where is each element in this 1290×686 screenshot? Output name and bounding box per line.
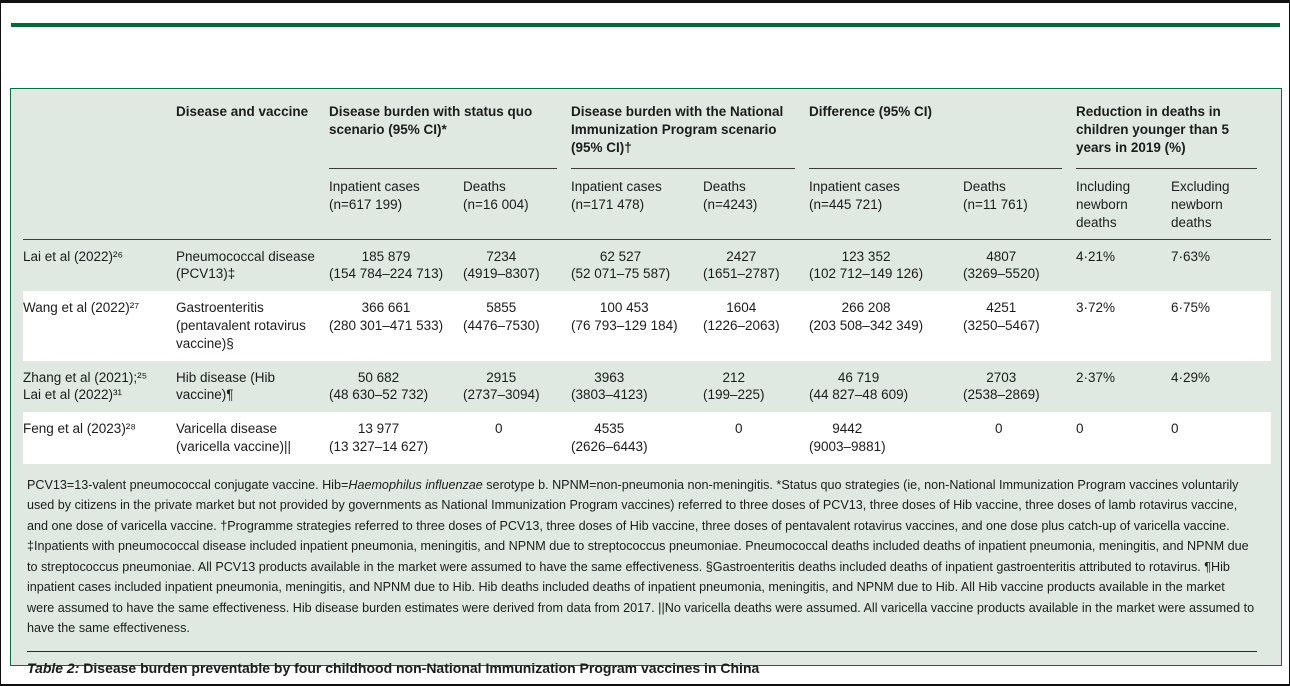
footnote-text: PCV13=13-valent pneumococcal conjugate v… — [27, 477, 349, 492]
disease-cell: Pneumococcal disease (PCV13)‡ — [176, 248, 315, 282]
value-cell: 123 352 (102 712–149 126) — [809, 248, 924, 282]
value-cell: 5855 (4476–7530) — [463, 300, 540, 333]
including-newborn-cell: 0 — [1076, 421, 1084, 437]
value-cell: 4251 (3250–5467) — [963, 300, 1040, 333]
value-cell: 100 453 (76 793–129 184) — [571, 300, 678, 333]
subheader-sq-deaths: Deaths (n=16 004) — [463, 169, 571, 240]
group-header-nip: Disease burden with the National Immuniz… — [571, 89, 809, 169]
study-cell: Feng et al (2023)²⁸ — [23, 421, 137, 437]
value-cell: 2427 (1651–2787) — [703, 248, 780, 282]
table-caption: Table 2: Disease burden preventable by f… — [23, 652, 1271, 686]
table-footnotes: PCV13=13-valent pneumococcal conjugate v… — [23, 464, 1271, 649]
including-newborn-cell: 4·21% — [1076, 248, 1116, 264]
subheader-row: Inpatient cases (n=617 199) Deaths (n=16… — [23, 169, 1272, 240]
study-col-header — [23, 89, 176, 169]
group-header-row: Disease and vaccine Disease burden with … — [23, 89, 1271, 169]
disease-burden-table: Disease and vaccine Disease burden with … — [23, 89, 1272, 464]
value-cell: 7234 (4919–8307) — [463, 248, 540, 282]
top-green-rule — [11, 23, 1280, 27]
value-cell: 2703 (2538–2869) — [963, 369, 1040, 403]
group-header-status-quo: Disease burden with status quo scenario … — [329, 89, 571, 169]
excluding-newborn-cell: 6·75% — [1171, 300, 1211, 316]
value-cell: 1604 (1226–2063) — [703, 300, 780, 333]
excluding-newborn-cell: 4·29% — [1171, 369, 1211, 385]
value-cell: 2915 (2737–3094) — [463, 369, 540, 403]
caption-rule — [27, 650, 1257, 652]
study-cell: Lai et al (2022)²⁶ — [23, 248, 124, 264]
value-cell: 46 719 (44 827–48 609) — [809, 369, 909, 403]
value-cell: 0 — [735, 421, 743, 437]
caption-text: Disease burden preventable by four child… — [79, 659, 760, 676]
value-cell: 62 527 (52 071–75 587) — [571, 248, 671, 282]
value-cell: 3963 (3803–4123) — [571, 369, 648, 403]
value-cell: 0 — [495, 421, 503, 437]
disease-col-header: Disease and vaccine — [176, 104, 309, 119]
table-panel: Disease and vaccine Disease burden with … — [10, 88, 1282, 676]
study-cell: Zhang et al (2021);²⁵ Lai et al (2022)³¹ — [23, 369, 148, 403]
value-cell: 212 (199–225) — [703, 369, 765, 403]
including-newborn-cell: 2·37% — [1076, 369, 1116, 385]
table-row: Feng et al (2023)²⁸ Varicella disease (v… — [23, 412, 1272, 464]
value-cell: 0 — [995, 421, 1003, 437]
value-cell: 13 977 (13 327–14 627) — [329, 421, 429, 454]
value-cell: 4807 (3269–5520) — [963, 248, 1040, 282]
group-header-reduction: Reduction in deaths in children younger … — [1076, 89, 1271, 169]
disease-cell: Gastroenteritis (pentavalent rotavirus v… — [176, 300, 306, 351]
value-cell: 50 682 (48 630–52 732) — [329, 369, 429, 403]
excluding-newborn-cell: 7·63% — [1171, 248, 1211, 264]
table-row: Wang et al (2022)²⁷ Gastroenteritis (pen… — [23, 291, 1272, 361]
including-newborn-cell: 3·72% — [1076, 300, 1116, 316]
value-cell: 185 879 (154 784–224 713) — [329, 248, 444, 282]
subheader-excluding-newborn: Excluding newborn deaths — [1171, 169, 1272, 240]
disease-cell: Varicella disease (varicella vaccine)|| — [176, 421, 292, 454]
value-cell: 266 208 (203 508–342 349) — [809, 300, 924, 333]
subheader-diff-inpatient: Inpatient cases (n=445 721) — [809, 169, 964, 240]
value-cell: 9442 (9003–9881) — [809, 421, 886, 454]
subheader-diff-deaths: Deaths (n=11 761) — [963, 169, 1077, 240]
table-row: Zhang et al (2021);²⁵ Lai et al (2022)³¹… — [23, 361, 1271, 413]
excluding-newborn-cell: 0 — [1171, 421, 1179, 437]
disease-cell: Hib disease (Hib vaccine)¶ — [176, 369, 276, 403]
footnote-italic-species: Haemophilus influenzae — [348, 477, 483, 492]
footnote-text: serotype b. NPNM=non-pneumonia non-menin… — [27, 477, 1255, 636]
caption-label: Table 2: — [27, 659, 80, 676]
study-cell: Wang et al (2022)²⁷ — [23, 300, 140, 316]
subheader-nip-inpatient: Inpatient cases (n=171 478) — [571, 169, 703, 240]
subheader-sq-inpatient: Inpatient cases (n=617 199) — [329, 169, 463, 240]
group-header-difference: Difference (95% CI) — [809, 89, 1076, 169]
value-cell: 4535 (2626–6443) — [571, 421, 648, 454]
value-cell: 366 661 (280 301–471 533) — [329, 300, 444, 333]
subheader-including-newborn: Including newborn deaths — [1076, 169, 1172, 240]
subheader-nip-deaths: Deaths (n=4243) — [703, 169, 810, 240]
table-row: Lai et al (2022)²⁶ Pneumococcal disease … — [23, 239, 1271, 291]
